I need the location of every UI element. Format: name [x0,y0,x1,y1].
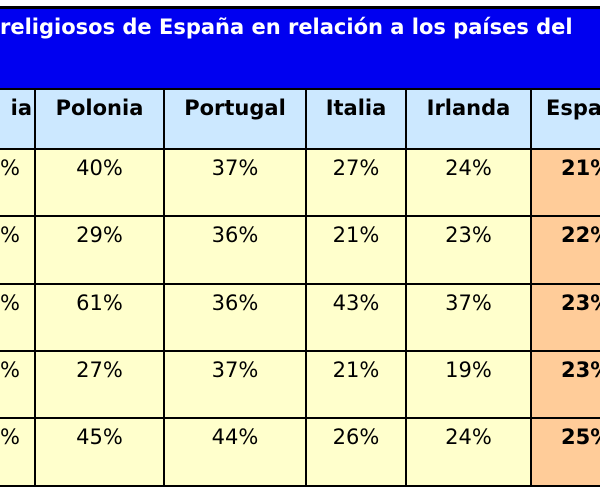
table-cell: 23% [530,283,600,352]
header-cell: Irlanda [405,88,530,150]
table-cell: 43% [305,283,405,352]
table-cell: 36% [163,283,305,352]
table-cell: 26% [305,417,405,487]
table-cell: 45% [34,417,163,487]
table-title: religiosos de España en relación a los p… [0,6,600,90]
table-cell: 44% [163,417,305,487]
table-cell: % [0,215,34,285]
table-cell: 19% [405,350,530,419]
table-cell: % [0,148,34,217]
table-cell: 24% [405,148,530,217]
table-cell: % [0,417,34,487]
header-cell: Italia [305,88,405,150]
table-cell: 21% [530,148,600,217]
header-cell: Espa [530,88,600,150]
table-cell: 21% [305,350,405,419]
table-cell: 21% [305,215,405,285]
table-cell: 37% [163,350,305,419]
table-cell: 23% [530,350,600,419]
table-cell: 37% [405,283,530,352]
table-cell: % [0,283,34,352]
table-cell: 61% [34,283,163,352]
table-cell: 22% [530,215,600,285]
header-cell: ia [0,88,34,150]
table-cell: 23% [405,215,530,285]
table-cell: 24% [405,417,530,487]
header-cell: Polonia [34,88,163,150]
table-cell: 27% [34,350,163,419]
header-cell: Portugal [163,88,305,150]
table-cell: 27% [305,148,405,217]
table-cell: 29% [34,215,163,285]
table-cell: 40% [34,148,163,217]
table-border [0,485,600,487]
table-cell: 25% [530,417,600,487]
table-cell: 36% [163,215,305,285]
table-cell: % [0,350,34,419]
table-cell: 37% [163,148,305,217]
